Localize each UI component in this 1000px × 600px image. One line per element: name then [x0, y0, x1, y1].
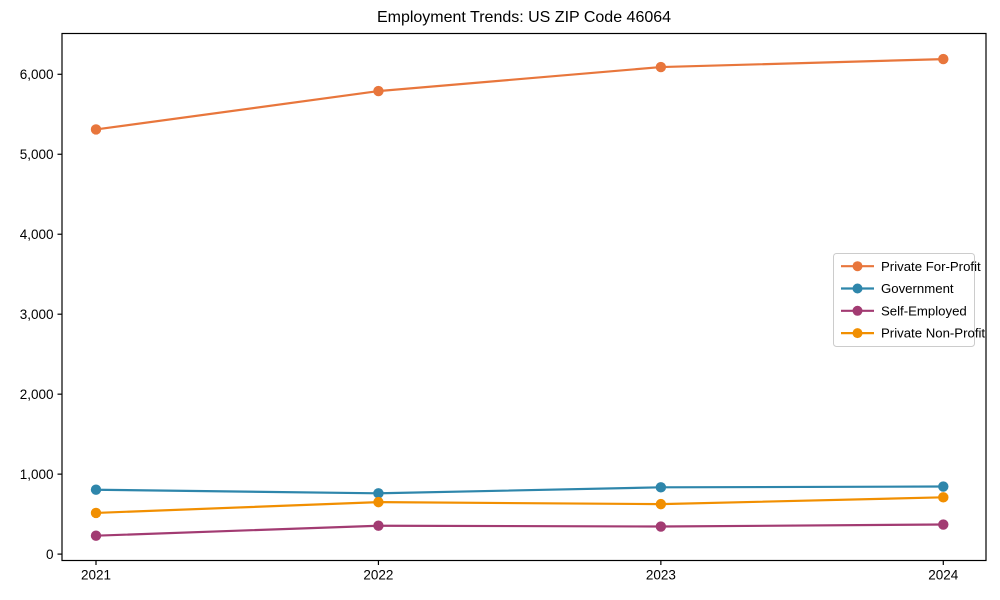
data-point-private-for-profit-2021	[90, 124, 102, 135]
y-axis-tick-label: 4,000	[20, 227, 54, 242]
chart-title: Employment Trends: US ZIP Code 46064	[376, 9, 672, 26]
legend-swatch-marker-private-for-profit	[852, 261, 863, 272]
data-point-government-2024	[938, 481, 949, 492]
data-point-self-employed-2023	[655, 521, 667, 532]
series-line-government	[95, 485, 944, 495]
y-axis-tick-label: 6,000	[20, 67, 54, 82]
x-axis-tick-label: 2023	[646, 568, 676, 583]
y-axis-tick-label: 2,000	[20, 387, 54, 402]
legend-label-government: Government	[881, 281, 954, 296]
plot-area-border	[61, 32, 987, 562]
data-point-private-for-profit-2023	[655, 61, 667, 73]
x-axis-tick-label: 2024	[928, 568, 959, 583]
data-point-private-non-profit-2023	[655, 498, 667, 510]
data-point-private-non-profit-2022	[373, 496, 384, 508]
data-point-self-employed-2021	[90, 530, 102, 541]
data-point-government-2022	[373, 488, 384, 499]
data-point-government-2023	[655, 482, 667, 493]
legend-label-self-employed: Self-Employed	[881, 303, 967, 318]
legend-swatch-marker-self-employed	[852, 305, 863, 316]
y-axis-tick-label: 3,000	[20, 307, 54, 322]
data-point-private-non-profit-2024	[938, 492, 949, 503]
x-axis-tick-label: 2022	[363, 568, 393, 583]
y-axis-tick-label: 1,000	[20, 467, 54, 482]
legend-swatch-marker-government	[852, 283, 863, 294]
legend-box	[833, 253, 975, 347]
legend-swatch-marker-private-non-profit	[852, 328, 863, 339]
x-axis-tick-label: 2021	[81, 568, 111, 583]
series-line-private-non-profit	[95, 496, 944, 515]
data-point-self-employed-2022	[373, 520, 384, 531]
y-axis-tick-label: 5,000	[20, 147, 54, 162]
data-point-private-for-profit-2022	[373, 85, 384, 97]
y-axis-tick-label: 0	[46, 547, 54, 562]
data-point-private-non-profit-2021	[90, 507, 102, 519]
data-point-self-employed-2024	[938, 519, 949, 530]
legend-label-private-non-profit: Private Non-Profit	[881, 326, 985, 341]
series-line-self-employed	[95, 523, 944, 537]
series-line-private-for-profit	[95, 57, 944, 131]
data-point-private-for-profit-2024	[938, 53, 949, 65]
data-point-government-2021	[90, 484, 102, 495]
legend-label-private-for-profit: Private For-Profit	[881, 259, 981, 274]
